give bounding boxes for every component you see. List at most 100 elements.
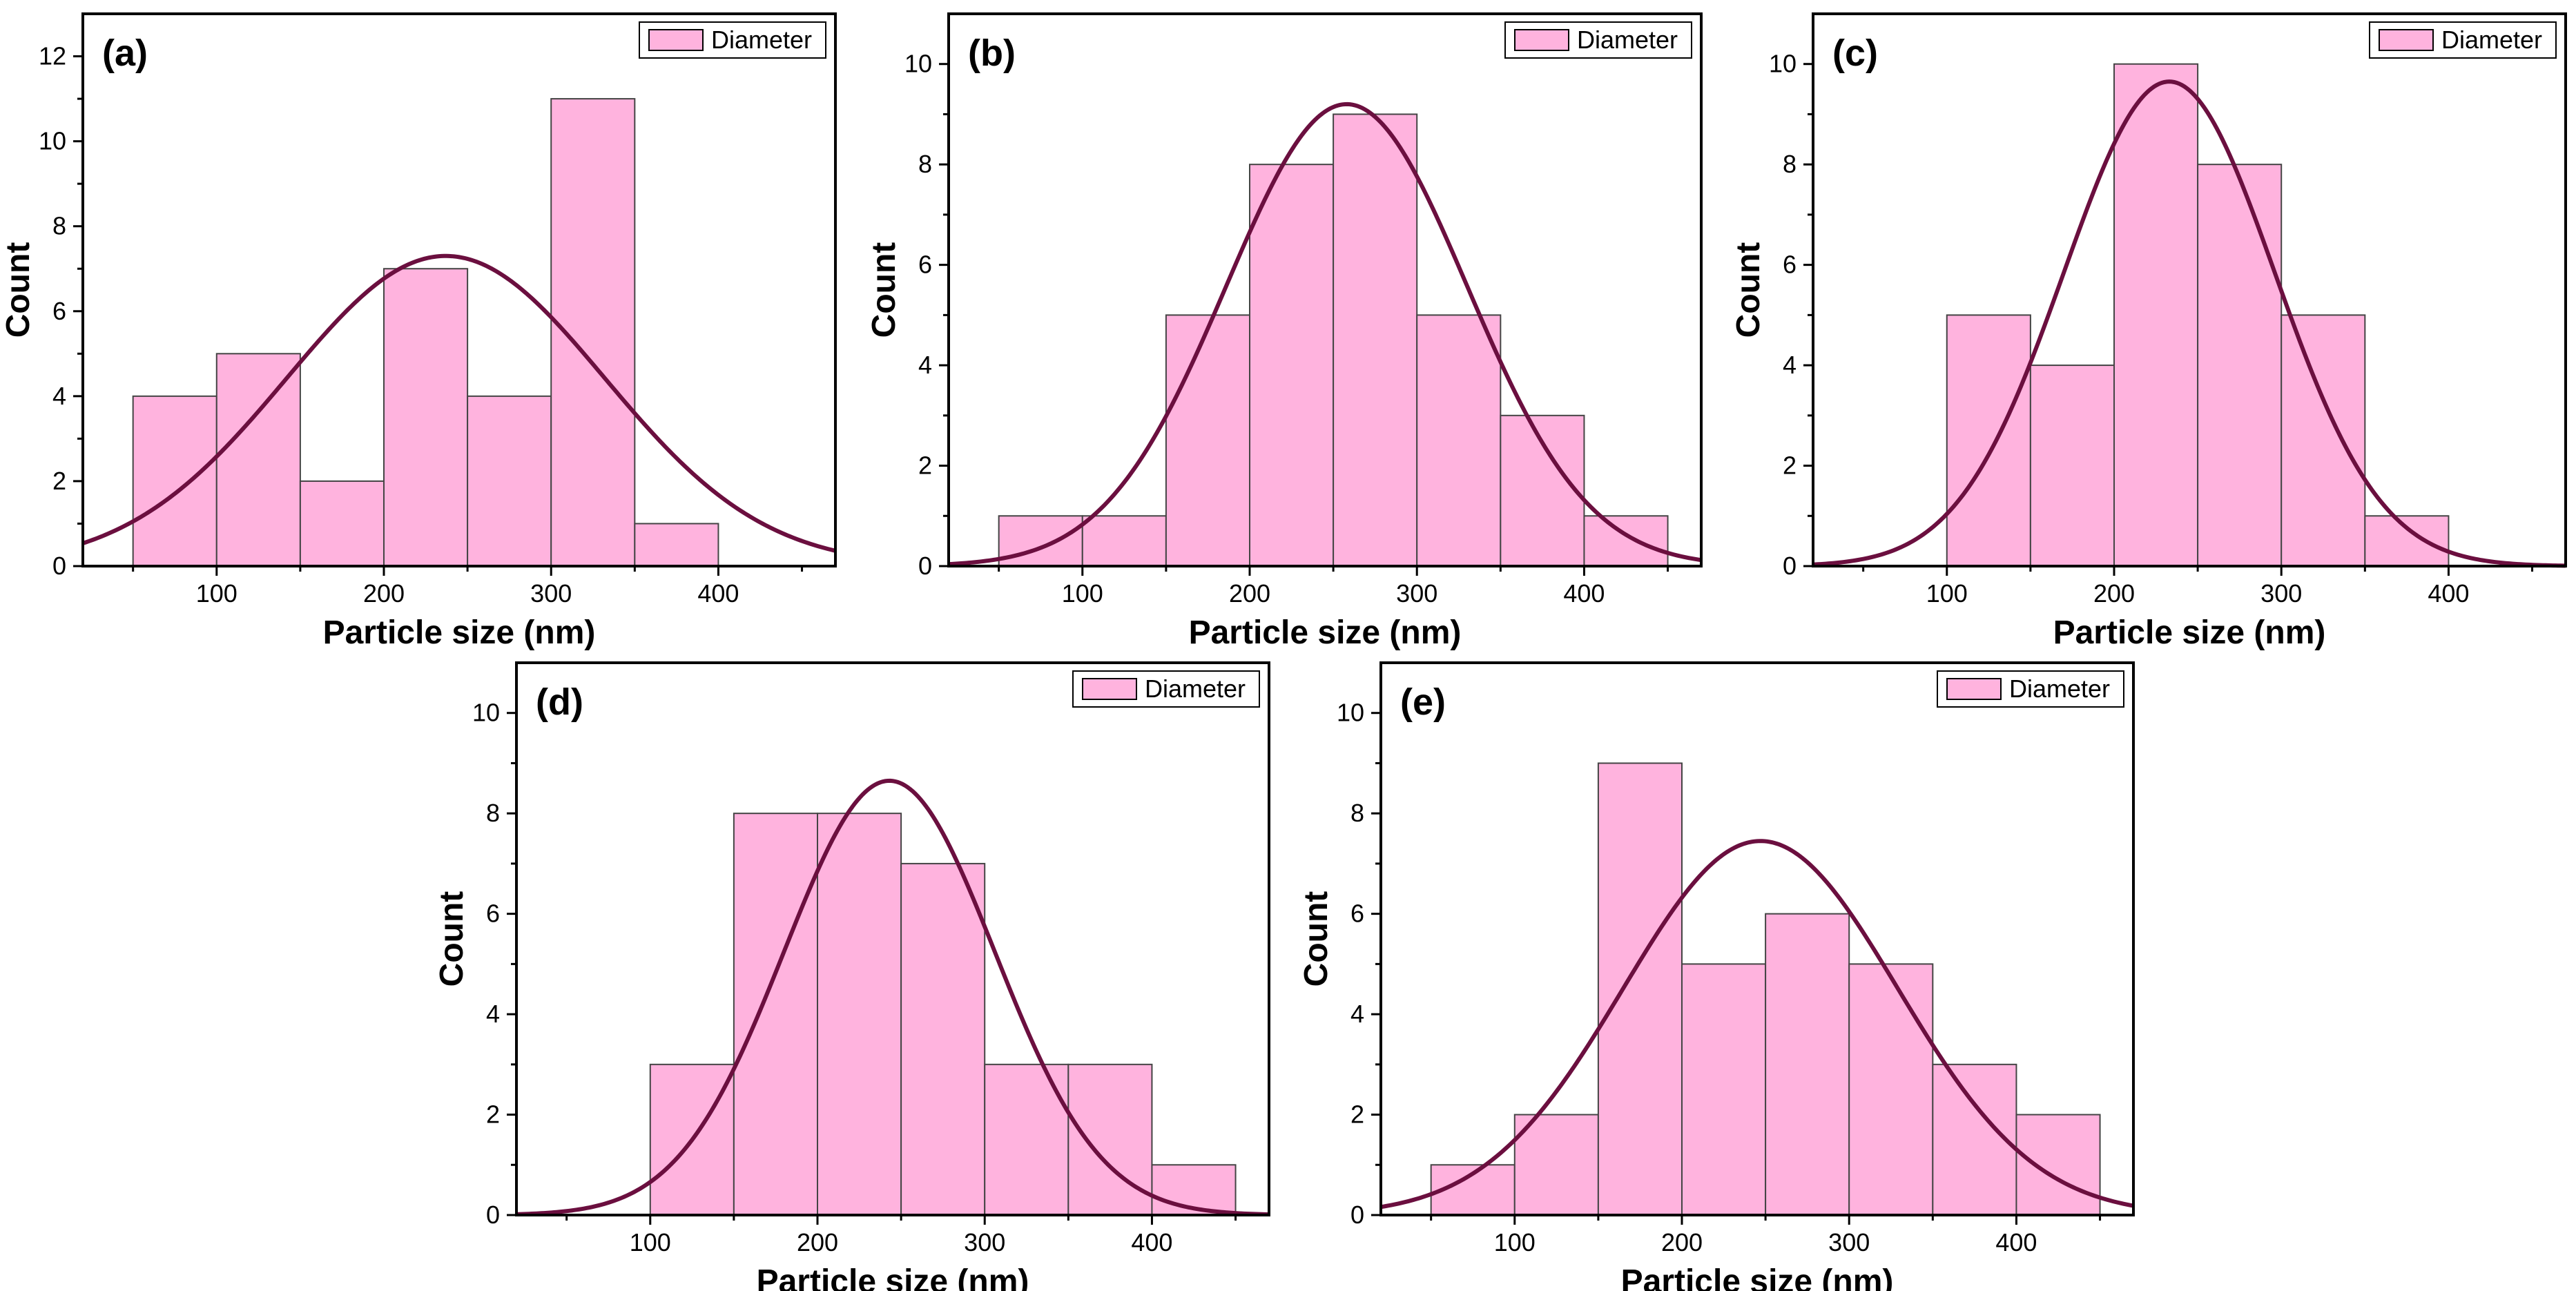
y-tick-label: 0	[486, 1201, 500, 1229]
x-axis-title: Particle size (nm)	[323, 614, 596, 651]
legend-swatch	[648, 29, 704, 51]
plot-frame	[81, 12, 837, 567]
x-tick-label: 200	[797, 1228, 838, 1256]
chart-panel-e: 100 200 300 400 0 2 4 6 8 10 Particle size (nm) Cou…	[1298, 661, 2135, 1291]
histogram-bar	[1416, 314, 1502, 567]
y-tick-label: 8	[918, 150, 932, 178]
chart-panel-b: 100 200 300 400 0 2 4 6 8 10 Particle size (nm) Cou…	[866, 12, 1703, 651]
y-axis-title: Count	[866, 242, 902, 338]
plot-frame	[1379, 661, 2135, 1216]
x-tick-label: 300	[1828, 1228, 1870, 1256]
histogram-bar	[1681, 963, 1767, 1216]
x-tick-label: 300	[530, 579, 572, 608]
chart-panel-d: 100 200 300 400 0 2 4 6 8 10 Particle size (nm) Cou…	[434, 661, 1270, 1291]
gaussian-fit-curve	[82, 253, 836, 553]
chart-panel-a: 100 200 300 400 0 2 4 6 8 10 12 Particle size (nm) C…	[0, 12, 837, 651]
y-tick-label: 12	[39, 42, 66, 70]
x-tick-label: 200	[363, 579, 405, 608]
y-tick-label: 10	[472, 699, 500, 727]
x-axis-title: Particle size (nm)	[1189, 614, 1462, 651]
histogram-bar	[1583, 515, 1669, 567]
x-tick-label: 300	[1396, 579, 1437, 608]
panel-label: (e)	[1400, 681, 1446, 723]
y-tick-label: 6	[486, 900, 500, 928]
gaussian-fit-curve	[1812, 79, 2566, 568]
y-tick-label: 0	[52, 552, 66, 580]
y-tick-label: 10	[904, 50, 932, 78]
y-axis-title: Count	[1298, 891, 1335, 987]
x-tick-label: 300	[2260, 579, 2302, 608]
x-tick-label: 100	[1494, 1228, 1536, 1256]
y-tick-label: 0	[918, 552, 932, 580]
y-tick-label: 0	[1350, 1201, 1364, 1229]
x-tick-label: 100	[1926, 579, 1968, 608]
legend-swatch	[1514, 29, 1569, 51]
x-tick-label: 200	[1229, 579, 1270, 608]
legend-label: Diameter	[2441, 26, 2542, 54]
gaussian-fit-curve	[1380, 839, 2134, 1210]
panel-label: (a)	[102, 32, 148, 74]
plot-frame	[515, 661, 1270, 1216]
y-tick-label: 4	[1350, 1000, 1364, 1028]
x-tick-label: 200	[1661, 1228, 1703, 1256]
panel-label: (d)	[536, 681, 583, 723]
x-tick-label: 400	[1131, 1228, 1172, 1256]
x-tick-label: 400	[2428, 579, 2469, 608]
x-tick-label: 100	[630, 1228, 671, 1256]
y-tick-label: 10	[1769, 50, 1797, 78]
histogram-bar	[383, 268, 469, 567]
y-tick-label: 10	[39, 127, 66, 155]
x-tick-label: 100	[196, 579, 238, 608]
legend-label: Diameter	[711, 26, 812, 54]
histogram-bar	[2280, 314, 2366, 567]
histogram-bar	[900, 862, 986, 1216]
y-tick-label: 6	[1783, 251, 1797, 279]
histogram-bar	[1249, 164, 1335, 567]
y-tick-label: 2	[486, 1100, 500, 1129]
gaussian-fit-curve	[516, 778, 1270, 1217]
histogram-bar	[1848, 963, 1934, 1216]
x-axis-title: Particle size (nm)	[2053, 614, 2326, 651]
histogram-bar	[467, 395, 552, 567]
x-tick-label: 400	[1995, 1228, 2037, 1256]
histogram-bar	[634, 523, 719, 567]
y-tick-label: 0	[1783, 552, 1797, 580]
histogram-bar	[1165, 314, 1251, 567]
histogram-bar	[1932, 1063, 2017, 1216]
y-tick-label: 6	[52, 297, 66, 325]
y-tick-label: 8	[1783, 150, 1797, 178]
y-tick-label: 2	[52, 467, 66, 495]
histogram-bar	[2113, 63, 2199, 567]
x-tick-label: 100	[1062, 579, 1103, 608]
histogram-bar	[1067, 1063, 1153, 1216]
y-tick-label: 6	[1350, 900, 1364, 928]
histogram-bar	[1765, 913, 1850, 1216]
y-tick-label: 8	[52, 212, 66, 240]
panel-label: (c)	[1832, 32, 1878, 74]
legend-label: Diameter	[2009, 674, 2110, 703]
legend-label: Diameter	[1145, 674, 1246, 703]
gaussian-fit-curve	[948, 101, 1702, 567]
y-tick-label: 8	[486, 799, 500, 827]
y-tick-label: 2	[1783, 452, 1797, 480]
y-tick-label: 10	[1337, 699, 1364, 727]
histogram-bar	[2197, 164, 2283, 567]
legend-box	[1937, 670, 2124, 708]
histogram-bar	[1946, 314, 2031, 567]
x-tick-label: 400	[697, 579, 739, 608]
histogram-bar	[1333, 113, 1418, 567]
y-tick-label: 2	[1350, 1100, 1364, 1129]
y-tick-label: 4	[486, 1000, 500, 1028]
y-tick-label: 2	[918, 452, 932, 480]
histogram-bar	[2029, 365, 2115, 567]
x-axis-title: Particle size (nm)	[757, 1263, 1029, 1291]
histogram-bar	[733, 813, 819, 1216]
x-tick-label: 400	[1563, 579, 1605, 608]
histogram-bar	[817, 813, 902, 1216]
y-tick-label: 4	[52, 382, 66, 410]
x-axis-title: Particle size (nm)	[1621, 1263, 1894, 1291]
panel-label: (b)	[968, 32, 1016, 74]
histogram-bar	[2015, 1114, 2101, 1216]
x-tick-label: 300	[964, 1228, 1005, 1256]
